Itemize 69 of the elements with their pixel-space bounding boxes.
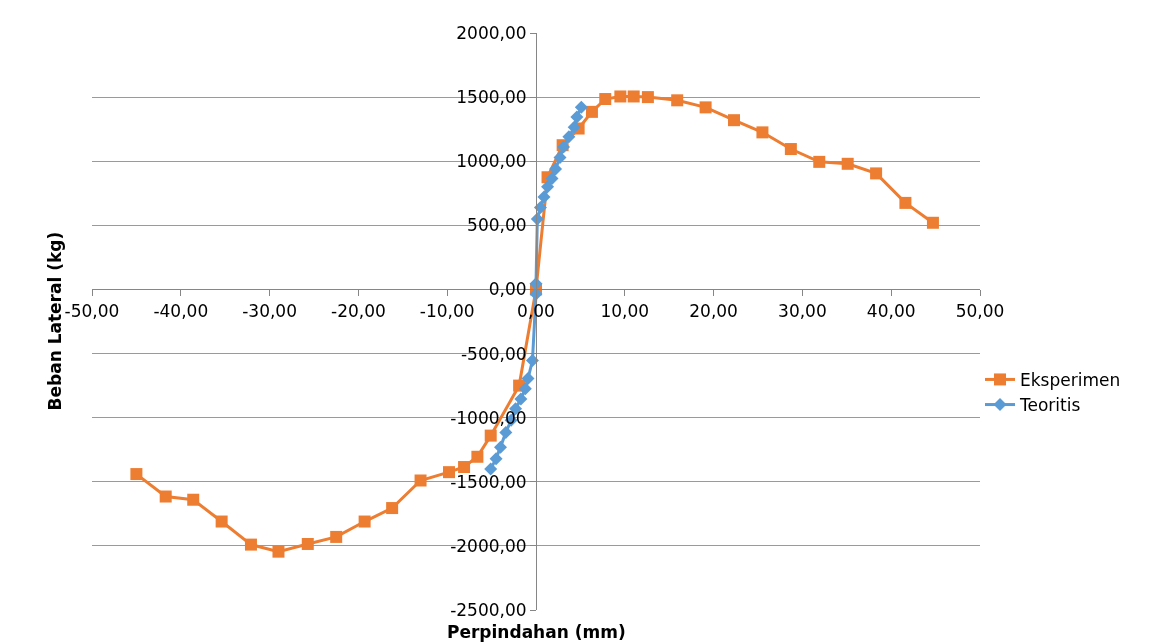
point	[272, 545, 285, 558]
point	[533, 200, 547, 214]
x-tick-label: -10,00	[419, 300, 475, 321]
point	[414, 474, 427, 487]
y-tick-label: 0,00	[488, 279, 527, 300]
y-axis-title: Beban Lateral (kg)	[44, 231, 65, 411]
point	[458, 461, 471, 474]
point	[386, 502, 399, 515]
x-tick-label: -30,00	[242, 300, 298, 321]
y-tick-label: 500,00	[467, 215, 527, 236]
point	[699, 101, 712, 114]
y-tick-label: 2000,00	[456, 22, 527, 43]
x-tick-label: 40,00	[866, 300, 916, 321]
point	[130, 468, 143, 481]
point	[493, 440, 507, 454]
point	[545, 172, 559, 186]
point	[813, 155, 826, 168]
y-tick-label: -2500,00	[450, 599, 527, 620]
point	[784, 143, 797, 156]
x-tick-label: 20,00	[689, 300, 738, 321]
y-tick-label: 1000,00	[456, 151, 527, 172]
point	[553, 150, 567, 164]
x-tick-label: 50,00	[955, 300, 1005, 321]
point	[570, 110, 584, 124]
x-tick-label: -20,00	[330, 300, 386, 321]
point	[627, 90, 640, 103]
point	[489, 452, 503, 466]
point	[585, 105, 598, 118]
point	[518, 382, 532, 396]
legend-label: Eksperimen	[1020, 370, 1121, 391]
point	[671, 94, 684, 107]
point	[926, 216, 939, 229]
point	[574, 100, 588, 114]
point	[244, 538, 257, 551]
point	[549, 162, 563, 176]
point	[541, 180, 555, 194]
point	[614, 90, 627, 103]
point	[562, 130, 576, 144]
x-tick-label: 10,00	[600, 300, 650, 321]
point	[841, 157, 854, 170]
point	[484, 429, 497, 442]
legend-label: Teoritis	[1019, 395, 1081, 416]
point	[870, 167, 883, 180]
x-axis-title: Perpindahan (mm)	[447, 622, 626, 642]
point	[484, 462, 498, 476]
y-tick-label: 1500,00	[456, 87, 527, 108]
point	[537, 190, 551, 204]
point	[301, 537, 314, 550]
x-tick-label: 30,00	[778, 300, 827, 321]
x-tick-label: -40,00	[153, 300, 209, 321]
point	[599, 93, 612, 106]
point	[728, 114, 741, 127]
y-tick-label: -2000,00	[450, 535, 527, 556]
point	[159, 490, 172, 503]
point	[521, 372, 535, 386]
point	[514, 392, 528, 406]
point	[899, 196, 912, 209]
point	[187, 493, 200, 506]
point	[471, 450, 484, 463]
point	[358, 515, 371, 528]
point	[756, 126, 769, 139]
point	[567, 120, 581, 134]
point	[499, 425, 513, 439]
x-tick-label: -50,00	[64, 300, 120, 321]
point	[215, 515, 228, 528]
y-tick-label: -1500,00	[450, 471, 527, 492]
point	[641, 91, 654, 104]
point	[525, 354, 539, 368]
point	[330, 530, 343, 543]
